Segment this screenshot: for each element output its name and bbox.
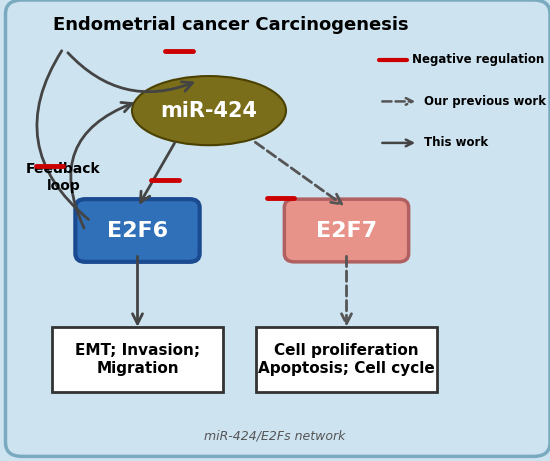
Text: E2F6: E2F6 <box>107 220 168 241</box>
FancyBboxPatch shape <box>256 327 437 392</box>
Text: Negative regulation: Negative regulation <box>412 53 544 66</box>
Text: Endometrial cancer Carcinogenesis: Endometrial cancer Carcinogenesis <box>53 16 409 35</box>
Text: Feedback
loop: Feedback loop <box>26 162 101 193</box>
Text: EMT; Invasion;
Migration: EMT; Invasion; Migration <box>75 343 200 376</box>
Ellipse shape <box>132 76 286 145</box>
Text: This work: This work <box>424 136 488 149</box>
FancyBboxPatch shape <box>52 327 223 392</box>
Text: miR-424: miR-424 <box>161 100 257 121</box>
Text: Cell proliferation
Apoptosis; Cell cycle: Cell proliferation Apoptosis; Cell cycle <box>258 343 435 376</box>
Text: Our previous work: Our previous work <box>424 95 546 108</box>
Text: E2F7: E2F7 <box>316 220 377 241</box>
FancyBboxPatch shape <box>284 199 409 262</box>
FancyBboxPatch shape <box>75 199 200 262</box>
Text: miR-424/E2Fs network: miR-424/E2Fs network <box>204 429 346 442</box>
FancyBboxPatch shape <box>6 0 550 456</box>
